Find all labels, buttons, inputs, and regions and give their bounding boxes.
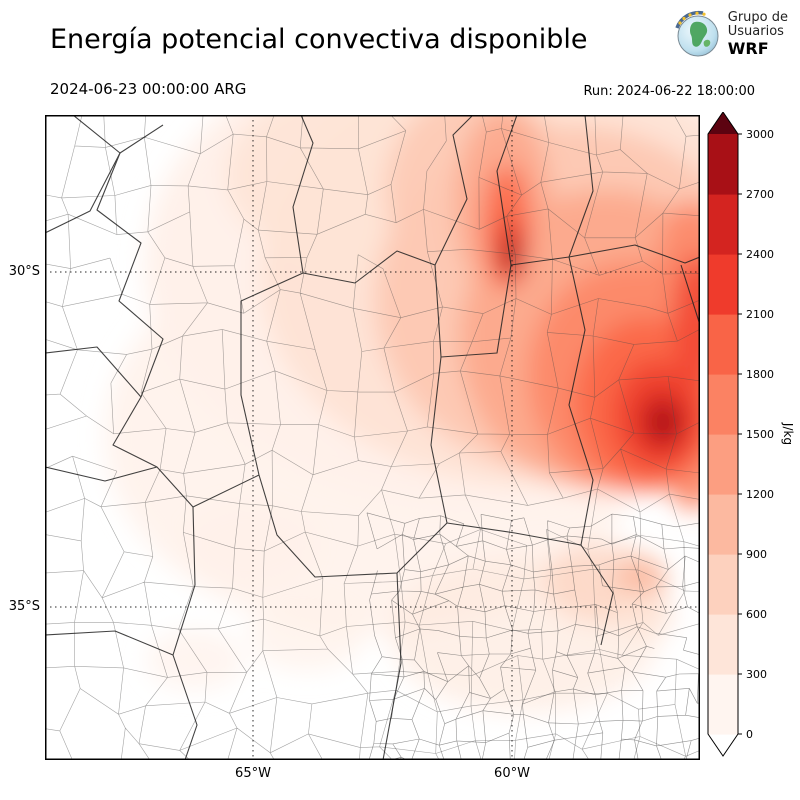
- lat-label-35s: 35°S: [8, 599, 40, 614]
- cape-map-svg: [45, 115, 700, 760]
- province-boundaries: [46, 116, 699, 759]
- lon-label-65w: 65°W: [235, 766, 271, 781]
- map-border: [45, 115, 700, 760]
- svg-text:2400: 2400: [746, 248, 774, 261]
- logo-line-2: Usuarios: [727, 24, 784, 40]
- cape-shaded-field: [105, 116, 699, 713]
- lon-label-60w: 60°W: [494, 766, 530, 781]
- lat-label-30s: 30°S: [8, 264, 40, 279]
- run-time-label: Run: 2024-06-22 18:00:00: [583, 84, 755, 99]
- svg-text:3000: 3000: [746, 128, 774, 141]
- valid-time-label: 2024-06-23 00:00:00 ARG: [50, 80, 247, 98]
- page-title: Energía potencial convectiva disponible: [50, 24, 588, 55]
- department-boundaries: [46, 116, 699, 759]
- graticule-lines: [45, 115, 700, 760]
- svg-text:1200: 1200: [746, 488, 774, 501]
- wrf-users-group-logo: Grupo de Usuarios WRF: [673, 10, 788, 58]
- svg-text:300: 300: [746, 668, 767, 681]
- globe-icon: [675, 10, 719, 57]
- logo-line-1: Grupo de: [727, 9, 788, 25]
- colorbar: 0 300 600 900 1200 1500 1800 2100 2400 2700 3000 J/…: [700, 111, 800, 772]
- svg-text:1800: 1800: [746, 368, 774, 381]
- svg-text:J/kg: J/kg: [781, 422, 795, 445]
- cape-map: [45, 115, 700, 760]
- svg-text:2700: 2700: [746, 188, 774, 201]
- colorbar-svg: 0 300 600 900 1200 1500 1800 2100 2400 2700 3000 J/…: [707, 111, 795, 757]
- logo-line-3: WRF: [727, 38, 769, 58]
- svg-text:0: 0: [746, 728, 753, 741]
- svg-text:2100: 2100: [746, 308, 774, 321]
- svg-text:600: 600: [746, 608, 767, 621]
- svg-text:900: 900: [746, 548, 767, 561]
- svg-text:1500: 1500: [746, 428, 774, 441]
